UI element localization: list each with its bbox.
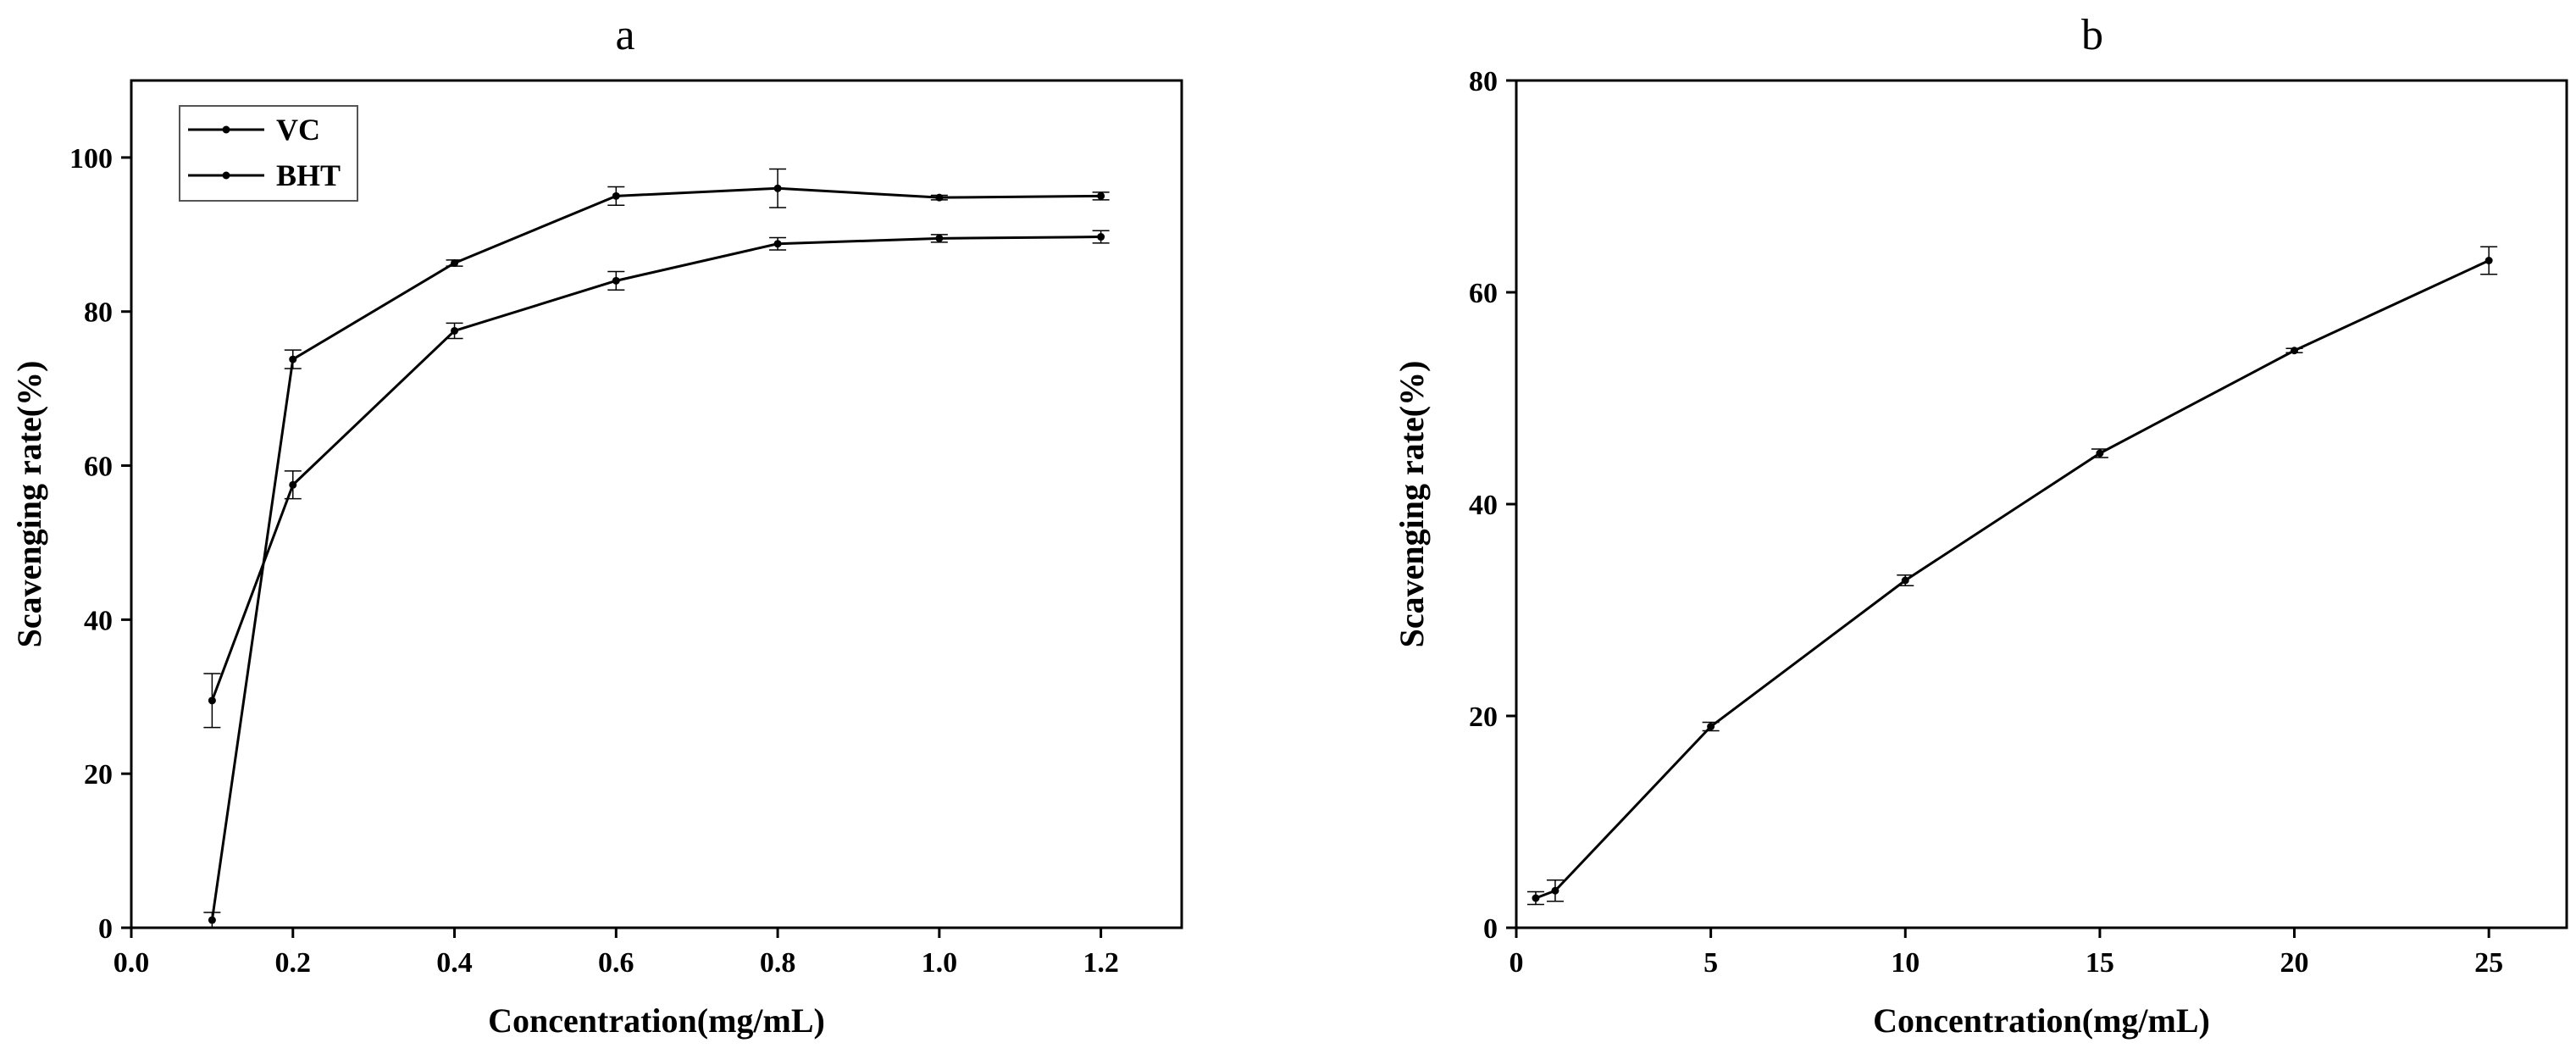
y-tick-label: 60 xyxy=(84,452,113,483)
y-tick-label: 60 xyxy=(1469,278,1498,309)
x-tick-label: 25 xyxy=(2474,947,2503,979)
data-point-series xyxy=(2096,449,2104,458)
data-point-series xyxy=(1901,576,1909,585)
panel-a-y-ticks: 0 20 40 60 80 100 xyxy=(69,143,131,945)
series-line-series xyxy=(1535,259,2490,900)
y-tick-label: 20 xyxy=(84,759,113,790)
y-tick-label: 80 xyxy=(84,297,113,329)
x-tick-label: 0.0 xyxy=(114,947,150,979)
panel-a-title: a xyxy=(615,11,634,59)
x-tick-label: 0.4 xyxy=(436,947,473,979)
panel-a-x-axis-label: Concentration(mg/mL) xyxy=(488,1001,825,1040)
data-point-bht xyxy=(289,480,297,489)
panel-b-y-axis-label: Scavenging rate(%) xyxy=(1393,361,1431,648)
panel-b-title: b xyxy=(2081,11,2103,59)
chart-panel-a: a 0.0 0.2 0.4 0.6 0.8 1.0 1.2 0 20 40 60 80 100 Con… xyxy=(10,11,1183,1040)
legend-label-vc: VC xyxy=(276,113,320,147)
data-point-bht xyxy=(1097,233,1105,241)
panel-b-plot-frame xyxy=(1515,79,2568,929)
legend-box xyxy=(179,105,358,202)
y-tick-label: 100 xyxy=(69,143,113,175)
data-point-vc xyxy=(208,916,216,924)
x-tick-label: 1.2 xyxy=(1083,947,1119,979)
data-point-series xyxy=(1551,886,1559,895)
x-tick-label: 10 xyxy=(1891,947,1920,979)
panel-b-x-ticks: 0 5 10 15 20 25 xyxy=(1510,928,2503,979)
data-point-bht xyxy=(773,240,782,248)
data-point-vc xyxy=(935,193,944,202)
y-tick-label: 40 xyxy=(84,605,113,636)
data-point-bht xyxy=(935,234,944,242)
x-tick-label: 15 xyxy=(2086,947,2114,979)
data-point-series xyxy=(2291,347,2299,355)
x-tick-label: 0.6 xyxy=(598,947,634,979)
x-tick-label: 1.0 xyxy=(922,947,958,979)
data-point-series xyxy=(2485,257,2493,264)
legend-marker-bht xyxy=(222,171,230,180)
panel-a-legend: VC BHT xyxy=(179,105,358,202)
data-point-vc xyxy=(289,355,297,363)
data-point-vc xyxy=(1097,191,1105,200)
data-point-bht xyxy=(612,276,620,285)
x-tick-label: 0.2 xyxy=(275,947,312,979)
panel-a-series-layer xyxy=(203,168,1110,929)
panel-a-y-axis-label: Scavenging rate(%) xyxy=(10,361,48,648)
panel-b-x-axis-label: Concentration(mg/mL) xyxy=(1873,1001,2210,1040)
series-line-bht xyxy=(210,236,1101,702)
legend-marker-vc xyxy=(222,125,230,134)
x-tick-label: 5 xyxy=(1703,947,1718,979)
data-point-series xyxy=(1707,723,1715,730)
y-tick-label: 80 xyxy=(1469,66,1498,97)
x-tick-label: 0.8 xyxy=(760,947,796,979)
panel-b-series-layer xyxy=(1526,246,2498,906)
data-point-series xyxy=(1532,894,1540,902)
data-point-bht xyxy=(451,326,459,335)
data-point-vc xyxy=(773,184,782,192)
series-line-vc xyxy=(210,186,1101,921)
legend-label-bht: BHT xyxy=(276,158,341,192)
y-tick-label: 0 xyxy=(98,913,113,945)
y-tick-label: 0 xyxy=(1483,913,1498,945)
data-point-vc xyxy=(612,191,620,200)
y-tick-label: 40 xyxy=(1469,490,1498,521)
x-tick-label: 0 xyxy=(1510,947,1524,979)
y-tick-label: 20 xyxy=(1469,702,1498,733)
chart-panel-b: b 0 5 10 15 20 25 0 20 40 60 80 Concentration(mg/… xyxy=(1393,11,2568,1040)
data-point-vc xyxy=(451,258,459,267)
panel-a-plot-frame xyxy=(130,79,1183,929)
panel-b-y-ticks: 0 20 40 60 80 xyxy=(1469,66,1516,945)
panel-a-x-ticks: 0.0 0.2 0.4 0.6 0.8 1.0 1.2 xyxy=(114,928,1119,979)
data-point-bht xyxy=(208,696,216,705)
x-tick-label: 20 xyxy=(2280,947,2309,979)
